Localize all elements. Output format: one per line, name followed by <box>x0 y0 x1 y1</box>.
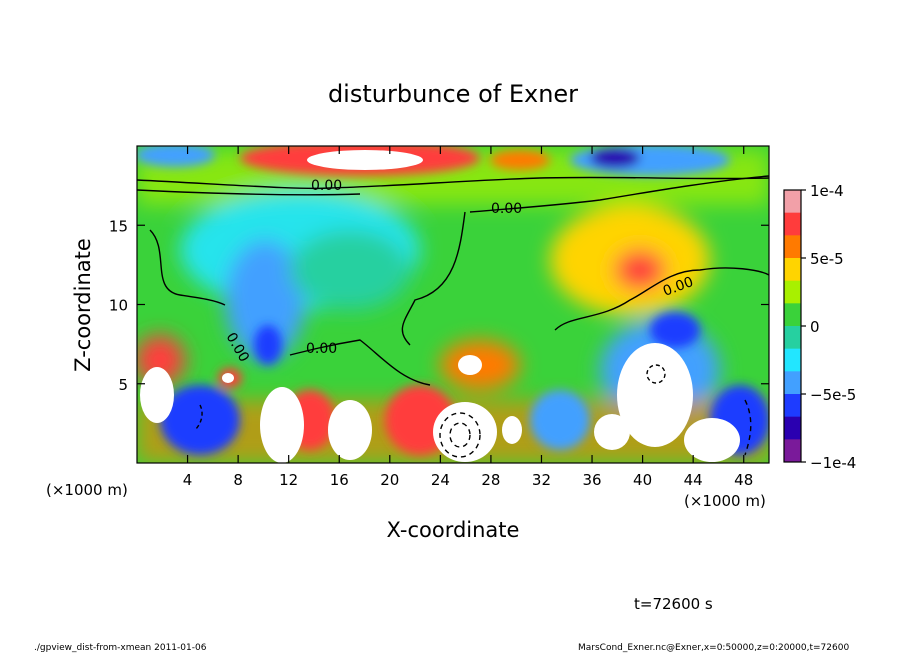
contour-label: 0.00 <box>311 178 342 194</box>
x-unit-label-right: (×1000 m) <box>684 492 766 510</box>
heatmap-field: 0.00 0.00 0.00 0.00 0.00 <box>137 146 769 463</box>
x-axis: 4 8 12 16 20 24 28 32 36 40 44 48 <box>183 146 753 489</box>
colorbar-band <box>784 303 801 327</box>
colorbar: 1e-4 5e-5 0 −5e-5 −1e-4 <box>783 182 856 472</box>
y-tick-label: 10 <box>109 297 128 315</box>
y-axis: 5 10 15 <box>109 217 769 394</box>
colorbar-band <box>784 212 801 236</box>
footer-right: MarsCond_Exner.nc@Exner,x=0:50000,z=0:20… <box>578 643 849 653</box>
colorbar-band <box>784 258 801 282</box>
colorbar-tick-label: −5e-5 <box>810 386 856 404</box>
colorbar-tick-label: 5e-5 <box>810 250 844 268</box>
x-tick-label: 8 <box>233 471 243 489</box>
contour-label: 0.00 <box>491 201 522 217</box>
x-tick-label: 44 <box>684 471 703 489</box>
x-tick-label: 12 <box>279 471 298 489</box>
colorbar-band <box>784 394 801 418</box>
colorbar-band <box>784 280 801 304</box>
x-tick-label: 36 <box>582 471 601 489</box>
x-tick-label: 48 <box>734 471 753 489</box>
x-axis-title: X-coordinate <box>387 518 520 542</box>
colorbar-band <box>784 348 801 372</box>
x-tick-label: 28 <box>481 471 500 489</box>
colorbar-tick-label: 1e-4 <box>810 182 844 200</box>
colorbar-band <box>784 190 801 214</box>
x-unit-label: (×1000 m) <box>46 481 128 499</box>
timestamp: t=72600 s <box>634 595 713 613</box>
colorbar-tick-label: −1e-4 <box>810 454 856 472</box>
footer-left: ./gpview_dist-from-xmean 2011-01-06 <box>34 643 207 653</box>
y-tick-label: 5 <box>118 376 128 394</box>
colorbar-band <box>784 439 801 463</box>
x-tick-label: 24 <box>431 471 450 489</box>
colorbar-band <box>784 371 801 395</box>
x-tick-label: 20 <box>380 471 399 489</box>
colorbar-tick-label: 0 <box>810 318 820 336</box>
zero-contours <box>137 175 769 458</box>
x-tick-label: 40 <box>633 471 652 489</box>
x-tick-label: 32 <box>532 471 551 489</box>
x-tick-label: 16 <box>330 471 349 489</box>
saturated-regions <box>140 150 740 463</box>
colorbar-band <box>784 326 801 350</box>
contour-label: 0.00 <box>306 341 337 357</box>
colorbar-band <box>784 416 801 440</box>
colorbar-band <box>784 235 801 259</box>
chart-title: disturbunce of Exner <box>328 80 578 108</box>
x-tick-label: 4 <box>183 471 193 489</box>
y-axis-title: Z-coordinate <box>71 238 95 372</box>
y-tick-label: 15 <box>109 217 128 235</box>
